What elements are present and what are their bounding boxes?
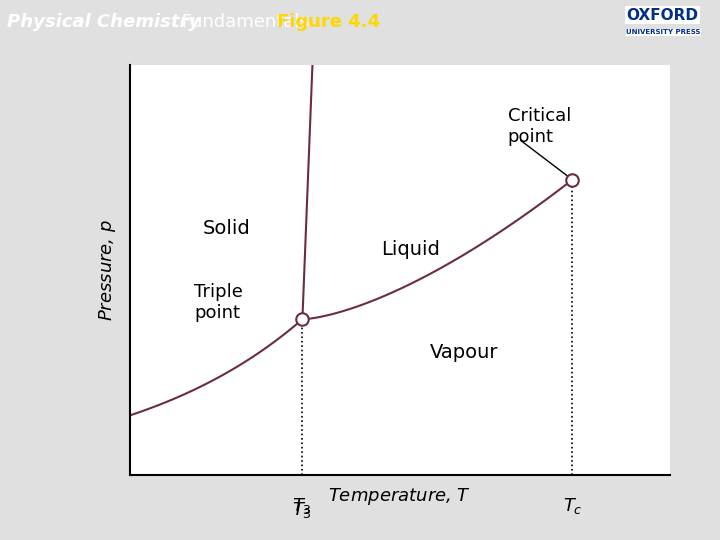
Text: Figure 4.4: Figure 4.4 bbox=[277, 12, 380, 31]
Text: Solid: Solid bbox=[203, 219, 251, 239]
Text: UNIVERSITY PRESS: UNIVERSITY PRESS bbox=[626, 29, 701, 36]
Text: $T_3$: $T_3$ bbox=[292, 496, 312, 516]
Text: Physical Chemistry: Physical Chemistry bbox=[7, 12, 200, 31]
Text: OXFORD: OXFORD bbox=[626, 8, 698, 23]
Text: Triple
point: Triple point bbox=[194, 284, 243, 322]
Text: Vapour: Vapour bbox=[430, 342, 499, 362]
Text: Critical
point: Critical point bbox=[508, 107, 571, 146]
Text: $T_c$: $T_c$ bbox=[562, 496, 582, 516]
Y-axis label: Pressure, $p$: Pressure, $p$ bbox=[97, 219, 119, 321]
Text: Fundamentals:: Fundamentals: bbox=[176, 12, 321, 31]
X-axis label: Temperature, $T$: Temperature, $T$ bbox=[328, 487, 471, 507]
Text: Liquid: Liquid bbox=[381, 240, 440, 259]
Text: $T_3$: $T_3$ bbox=[292, 500, 312, 520]
